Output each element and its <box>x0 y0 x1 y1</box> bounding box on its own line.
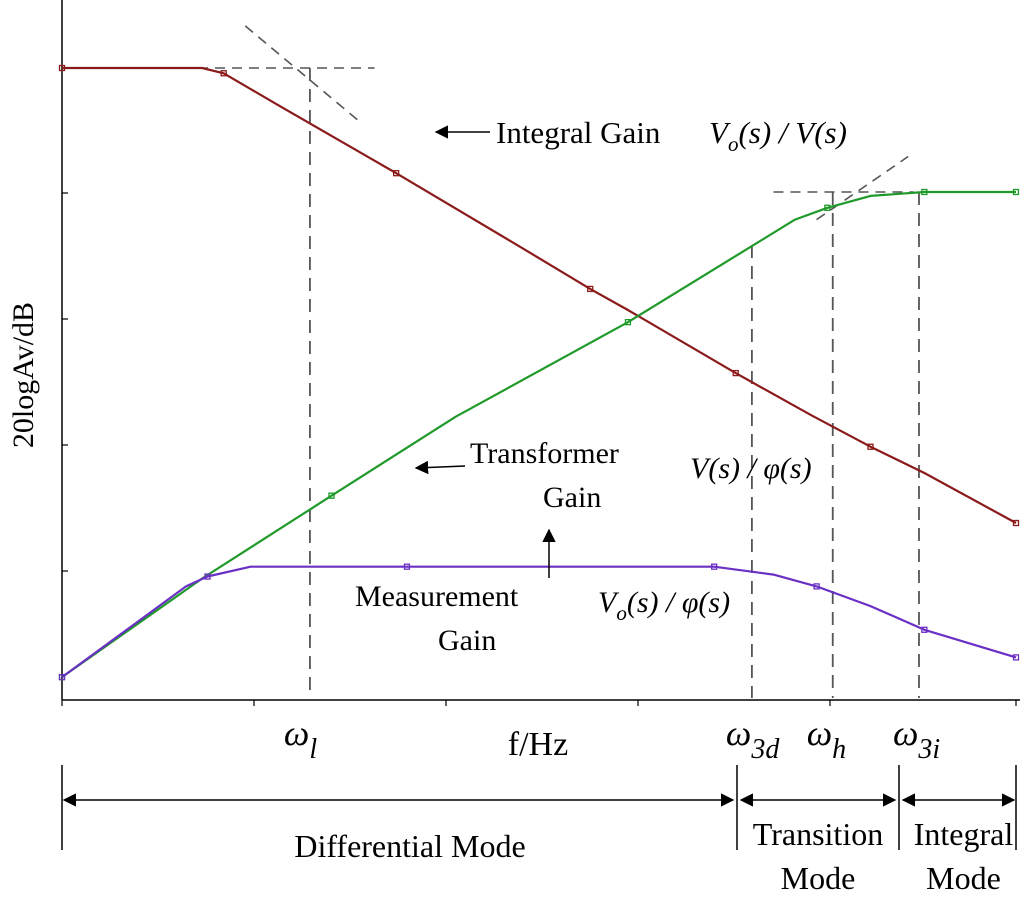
omega-subscript: l <box>309 734 317 765</box>
omega-symbol: ω <box>893 713 918 753</box>
data-point-integral-gain <box>220 70 227 77</box>
data-point-transformer-gain <box>921 188 928 196</box>
data-point-integral-gain <box>1012 519 1020 527</box>
x-ticks <box>61 700 1017 706</box>
marker-label-omega-3d: ω3d <box>726 713 780 765</box>
marker-label-omega-3i: ω3i <box>893 713 940 765</box>
data-point-measurement-gain <box>1012 654 1020 661</box>
mode-label-mode: Mode <box>781 860 856 896</box>
measurement-gain-formula: Vo(s) / φ(s) <box>598 586 730 625</box>
measurement-formula-sub: o <box>616 601 627 625</box>
data-point-integral-gain <box>58 64 66 72</box>
data-point-integral-gain <box>867 443 874 450</box>
integral-gain-text: Integral Gain <box>496 115 661 150</box>
omega-subscript: h <box>832 734 846 765</box>
data-point-transformer-gain <box>624 319 632 326</box>
integral-gain-label: Integral Gain <box>496 115 661 150</box>
data-point-integral-gain <box>732 369 739 377</box>
omega-symbol: ω <box>284 713 309 753</box>
data-point-transformer-gain <box>1012 188 1020 196</box>
data-point-measurement-gain <box>813 583 820 590</box>
mode-label-transition: Transition <box>753 816 883 852</box>
integral-gain-formula: Vo(s) / V(s) <box>709 115 847 156</box>
series-line-integral-gain <box>62 66 1017 524</box>
integral-formula-rhs: (s) / V(s) <box>738 115 846 150</box>
y-axis-label: 20logAv/dB <box>7 302 40 448</box>
frequency-marker-lines <box>309 68 920 698</box>
mode-label-mode: Mode <box>926 860 1001 896</box>
y-ticks <box>62 67 68 572</box>
omega-subscript: 3d <box>750 734 780 765</box>
measurement-formula-lhs: V <box>598 586 620 619</box>
integral-formula-lhs: V <box>709 115 731 150</box>
measurement-gain-label-2: Gain <box>438 624 496 657</box>
integral-formula-sub: o <box>728 132 739 156</box>
measurement-gain-label-1: Measurement <box>355 580 519 613</box>
omega-subscript: 3i <box>917 734 940 765</box>
omega-symbol: ω <box>726 713 751 753</box>
transformer-gain-label-1: Transformer <box>470 437 619 470</box>
marker-label-omega-l: ωl <box>284 713 317 765</box>
data-point-measurement-gain <box>403 563 411 570</box>
transformer-arrow <box>414 460 466 475</box>
data-point-measurement-gain <box>711 563 718 570</box>
transformer-formula-rhs: (s) / φ(s) <box>708 452 811 485</box>
transformer-gain-label-2: Gain <box>543 481 601 514</box>
data-point-transformer-gain <box>328 492 335 499</box>
series-line-measurement-gain <box>61 565 1017 678</box>
data-point-measurement-gain <box>921 626 928 633</box>
data-point-integral-gain <box>587 285 594 293</box>
x-axis-label: f/Hz <box>508 726 568 763</box>
mode-label-differential-mode: Differential Mode <box>294 828 525 864</box>
data-point-transformer-gain <box>824 204 831 211</box>
series-line-transformer-gain <box>61 190 1016 678</box>
data-point-measurement-gain <box>58 673 66 681</box>
mode-band: Differential Mode Transition Mode Integral M… <box>61 765 1017 896</box>
frequency-marker-labels: ωl ω3d ωh ω3i <box>284 713 940 765</box>
asymptote-transformer-slope <box>816 155 909 221</box>
measurement-formula-rhs: (s) / φ(s) <box>627 586 730 619</box>
marker-label-omega-h: ωh <box>807 713 846 765</box>
transformer-formula-lhs: V <box>690 452 712 485</box>
data-point-measurement-gain <box>204 573 211 580</box>
transformer-gain-formula: V(s) / φ(s) <box>690 452 812 485</box>
asymptote-integral-slope <box>244 25 359 122</box>
series-lines <box>58 64 1020 681</box>
mode-label-integral: Integral <box>914 816 1014 852</box>
omega-symbol: ω <box>807 713 832 753</box>
data-point-integral-gain <box>393 170 400 177</box>
